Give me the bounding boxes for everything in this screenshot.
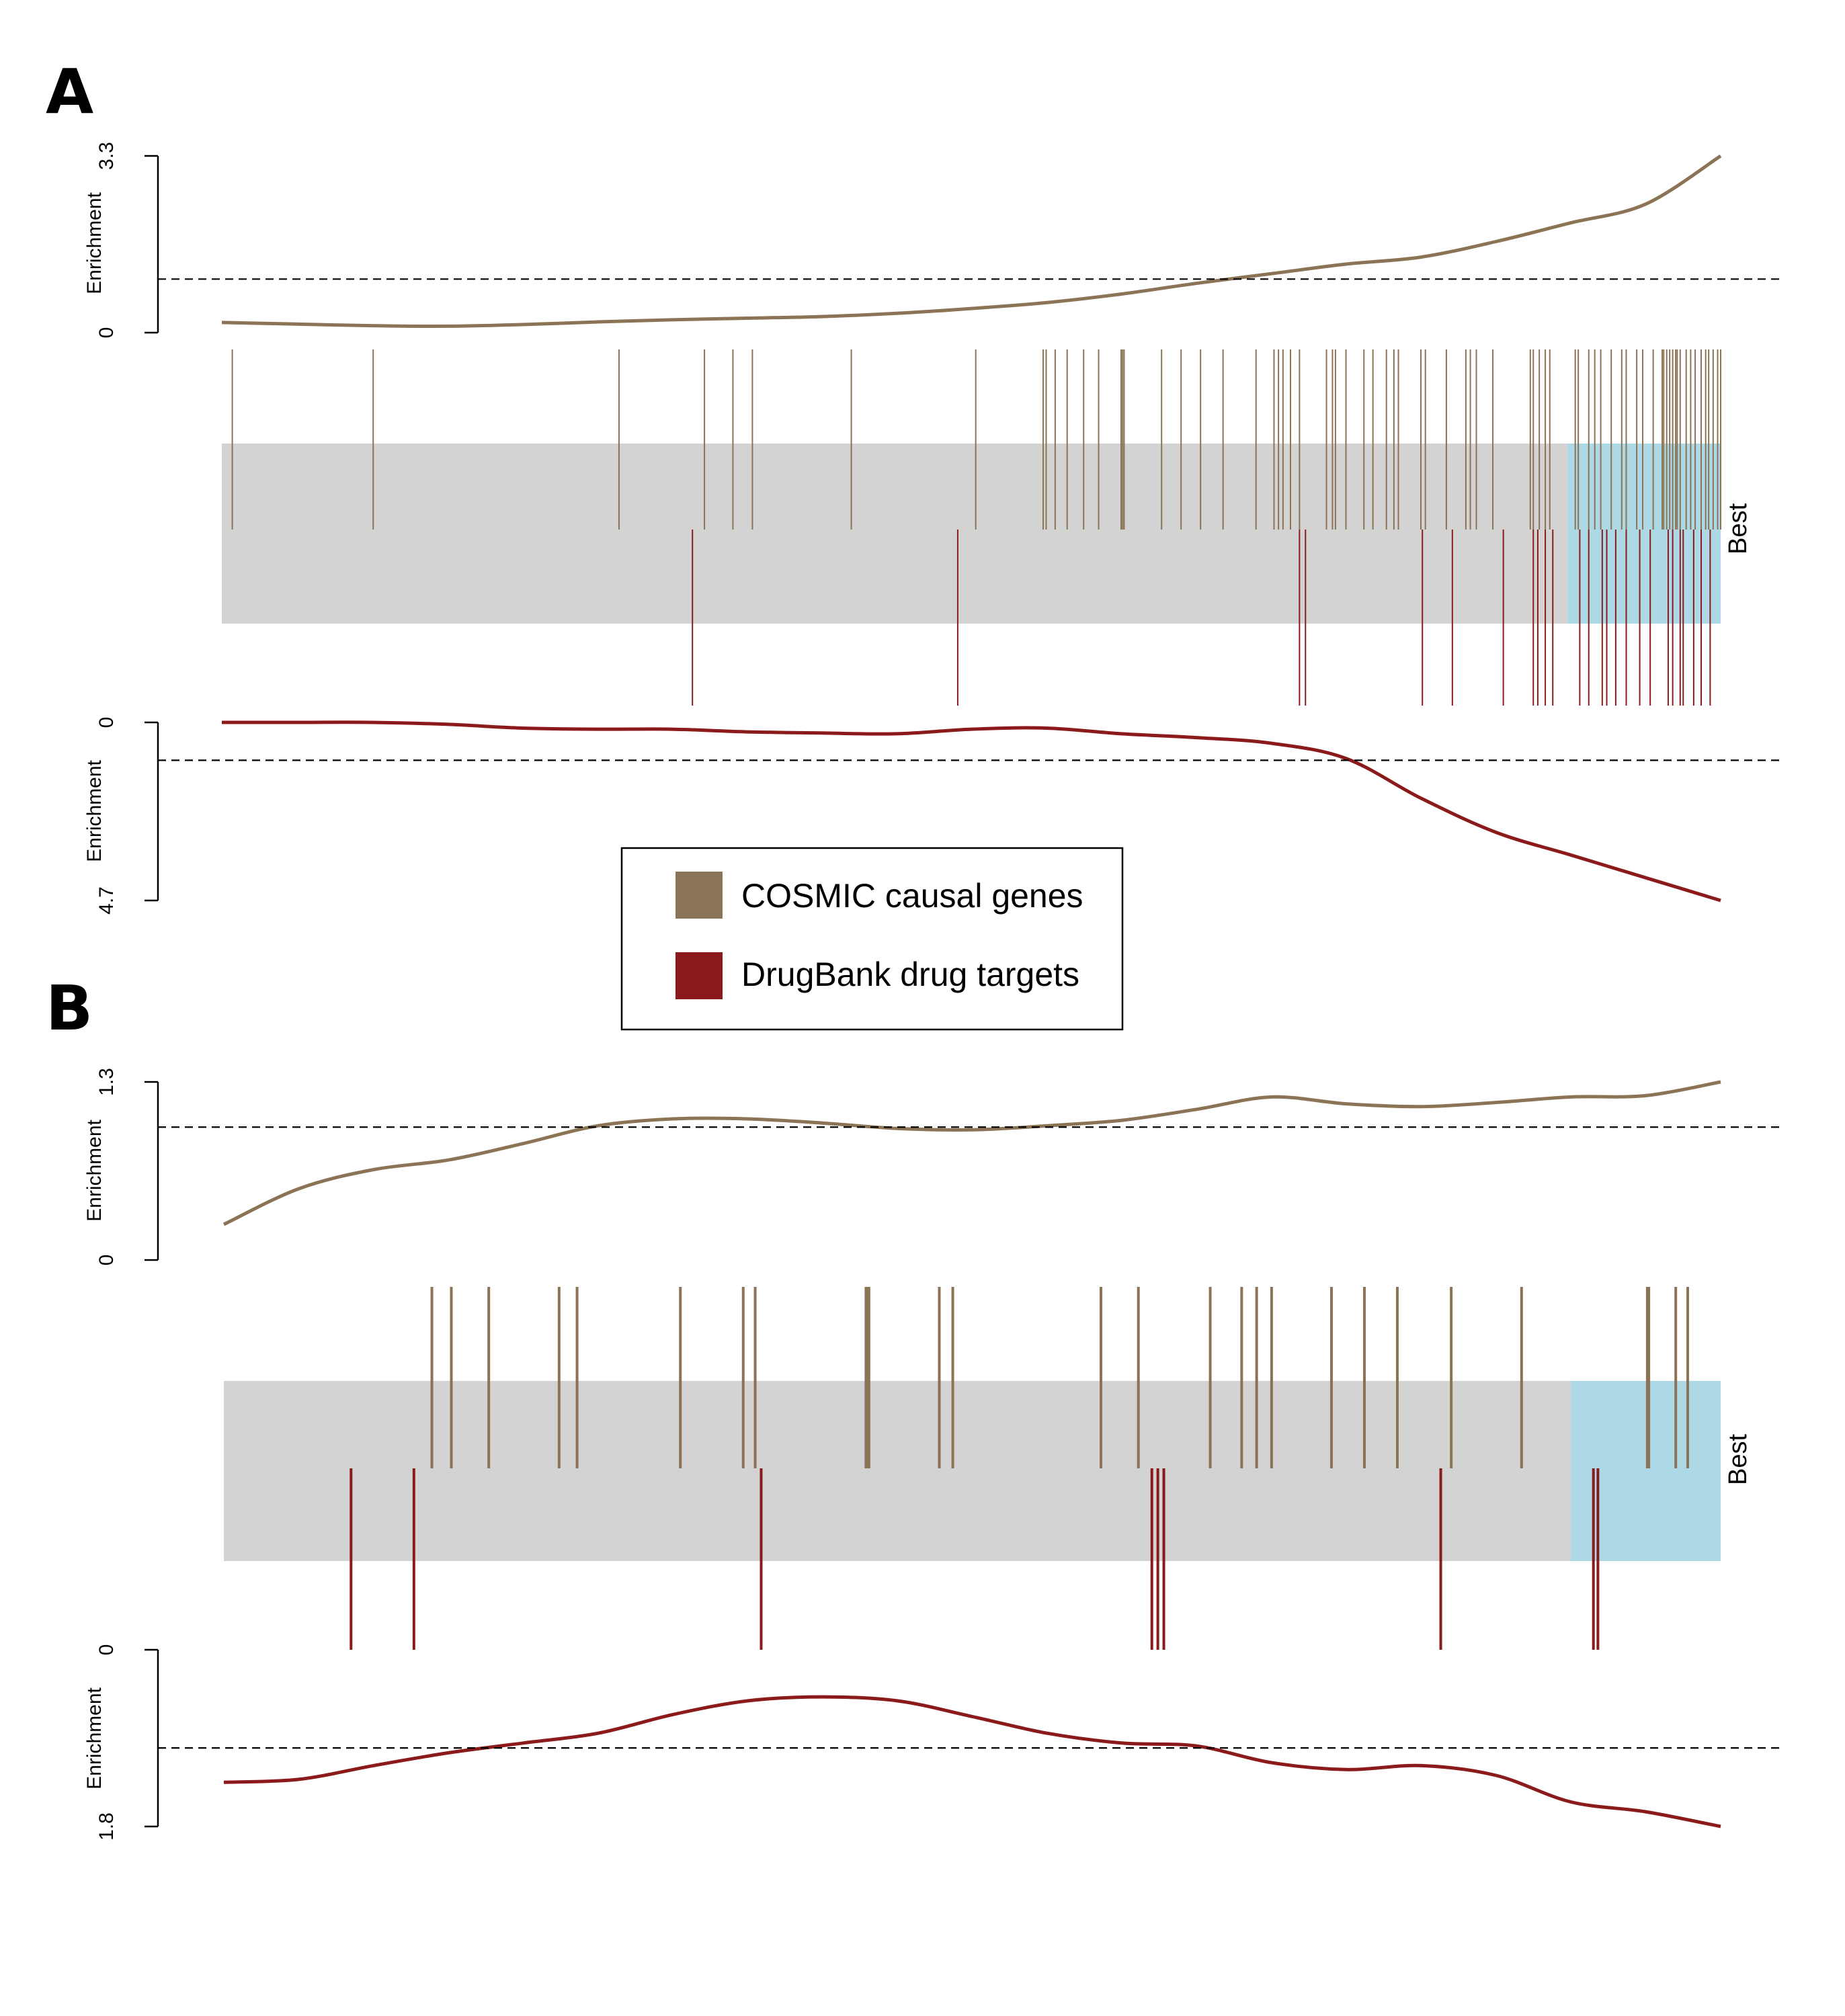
panel-b-rank-band	[224, 1381, 1721, 1561]
panel-a-best-band	[1567, 444, 1721, 624]
panel-b-drugbank-enrichment-line	[223, 1695, 1721, 1829]
panel-b-bottom-ylim-max-label: 1.8	[95, 1812, 118, 1841]
panel-a-bottom-ylim-min-label: 0	[95, 717, 118, 728]
legend-label-drugbank: DrugBank drug targets	[741, 956, 1079, 993]
panel-label-b: B	[46, 972, 93, 1044]
panel-a-bottom-ylabel: Enrichment	[83, 759, 106, 862]
panel-a-drugbank-enrichment-line	[222, 720, 1721, 902]
panel-b-top-axis: 1.3 0 Enrichment	[83, 1068, 159, 1266]
panel-a-cosmic-enrichment-line	[221, 154, 1722, 328]
panel-a-bottom-axis: 0 4.7 Enrichment	[83, 717, 159, 915]
panel-b-bottom-axis: 0 1.8 Enrichment	[83, 1644, 159, 1841]
panel-a-best-label: Best	[1724, 503, 1752, 554]
panel-a-top-ylim-min-label: 0	[95, 327, 118, 339]
panel-a: A 3.3 0 Enrichment 0 4.7 Enrichment Best	[46, 56, 1752, 915]
panel-b-bottom-ylabel: Enrichment	[83, 1687, 106, 1789]
panel-a-top-ylabel: Enrichment	[83, 192, 106, 294]
panel-b-top-ylabel: Enrichment	[83, 1119, 106, 1221]
panel-a-rank-band	[222, 444, 1721, 624]
panel-b-best-band	[1571, 1381, 1721, 1561]
panel-a-bottom-ylim-max-label: 4.7	[95, 886, 118, 915]
panel-b-cosmic-enrichment-line	[222, 1080, 1721, 1226]
panel-b: B 1.3 0 Enrichment 0 1.8 Enrichment Best	[46, 972, 1752, 1841]
panel-a-top-axis: 3.3 0 Enrichment	[83, 142, 159, 339]
panel-a-top-ylim-max-label: 3.3	[95, 142, 118, 170]
legend-swatch-drugbank	[675, 952, 723, 999]
legend-swatch-cosmic	[675, 872, 723, 919]
panel-b-top-ylim-max-label: 1.3	[95, 1068, 118, 1096]
chart-marks	[158, 154, 1781, 1829]
legend-label-cosmic: COSMIC causal genes	[741, 877, 1083, 915]
panel-label-a: A	[46, 56, 93, 128]
panel-b-bottom-ylim-min-label: 0	[95, 1644, 118, 1656]
panel-b-top-ylim-min-label: 0	[95, 1255, 118, 1266]
legend: COSMIC causal genes DrugBank drug target…	[620, 847, 1124, 1031]
panel-b-best-label: Best	[1724, 1434, 1752, 1485]
